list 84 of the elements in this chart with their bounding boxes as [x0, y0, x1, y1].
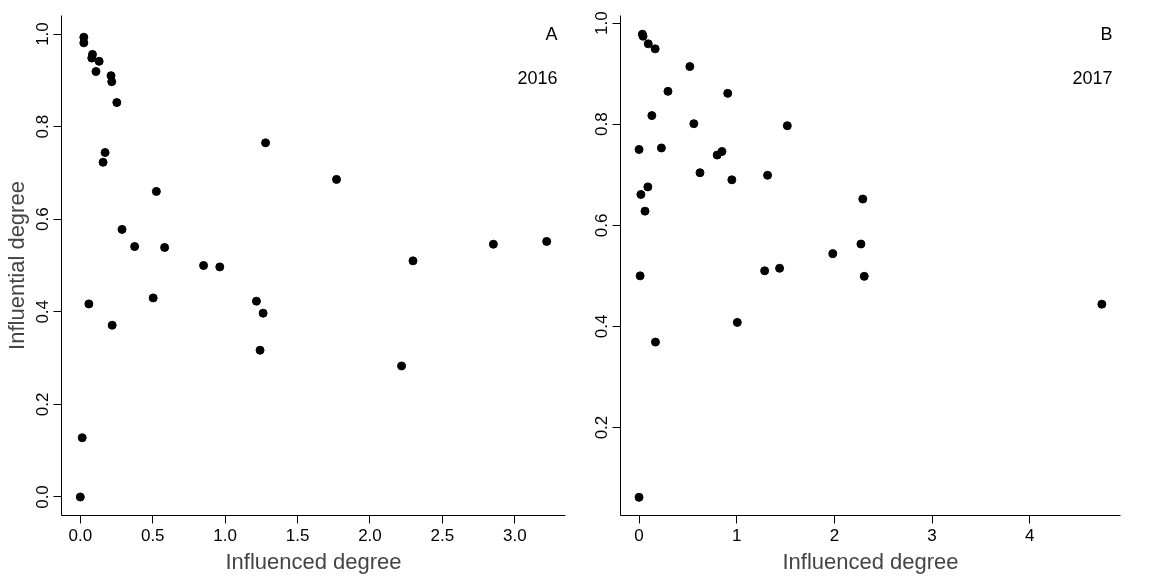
point [634, 492, 644, 502]
point [199, 261, 209, 270]
point [656, 143, 666, 153]
point [258, 308, 268, 318]
x-tick-label: 3.0 [502, 525, 527, 545]
point [117, 224, 127, 234]
point [723, 88, 733, 98]
point [647, 111, 657, 121]
y-tick-label: 0.0 [33, 485, 53, 509]
annotation: B [1100, 23, 1113, 44]
annotation: A [545, 23, 558, 44]
y-tick-label: 0.8 [592, 112, 612, 137]
point [1097, 299, 1107, 309]
y-tick-label: 0.2 [33, 392, 53, 417]
y-axis-title: Influential degree [3, 181, 29, 350]
y-tick-label: 0.2 [592, 415, 612, 440]
x-tick-label: 2.5 [430, 525, 455, 545]
y-tick-label: 0.8 [33, 114, 53, 139]
point [775, 263, 785, 273]
x-tick-label: 0.0 [68, 525, 93, 545]
point [732, 317, 742, 327]
x-tick-label: 1.0 [213, 525, 237, 545]
point [643, 39, 653, 49]
point [650, 337, 660, 347]
point [663, 86, 673, 96]
y-tick-label: 1.0 [33, 22, 53, 46]
point [112, 98, 122, 108]
point [640, 206, 650, 216]
point [636, 189, 646, 199]
point [695, 168, 705, 178]
x-tick-label: 4 [1024, 525, 1035, 545]
point [859, 271, 869, 281]
point [130, 242, 140, 252]
point [643, 182, 653, 192]
x-axis-title: Influenced degree [225, 548, 402, 574]
point [828, 249, 838, 259]
point [255, 345, 265, 355]
y-tick-label: 0.4 [33, 299, 53, 324]
point [763, 170, 773, 180]
x-tick-label: 3 [927, 525, 937, 545]
point [782, 121, 792, 131]
point [261, 138, 271, 148]
point [107, 77, 117, 87]
point [100, 148, 110, 158]
x-tick-label: 1.5 [285, 525, 310, 545]
y-tick-label: 0.6 [592, 213, 612, 238]
x-tick-label: 1 [731, 525, 742, 545]
point [75, 492, 85, 502]
x-axis-title: Influenced degree [782, 548, 959, 574]
y-tick-label: 1.0 [592, 11, 612, 35]
point [727, 175, 737, 185]
point [251, 296, 261, 306]
point [94, 56, 104, 66]
point [397, 361, 407, 371]
y-tick-label: 0.4 [592, 314, 612, 339]
point [215, 262, 225, 272]
x-tick-label: 0.5 [140, 525, 165, 545]
x-tick-label: 2.0 [358, 525, 382, 545]
point [542, 236, 552, 246]
point [98, 157, 108, 167]
x-tick-label: 0 [634, 525, 644, 545]
point [160, 242, 170, 252]
point [760, 266, 770, 276]
point [84, 299, 94, 309]
point [77, 433, 87, 443]
point [634, 144, 644, 154]
y-tick-label: 0.6 [33, 207, 53, 232]
point [650, 44, 660, 54]
point [107, 320, 117, 330]
point [689, 119, 699, 129]
annotation: 2016 [517, 67, 558, 88]
point [712, 150, 722, 160]
point [151, 186, 161, 196]
point [148, 293, 158, 303]
point [408, 256, 418, 266]
x-tick-label: 2 [829, 525, 840, 545]
point [856, 239, 866, 249]
point [635, 271, 645, 281]
point [685, 62, 695, 72]
point [858, 194, 868, 204]
point [91, 67, 101, 77]
point [488, 239, 498, 249]
point [332, 174, 342, 184]
annotation: 2017 [1072, 67, 1113, 88]
